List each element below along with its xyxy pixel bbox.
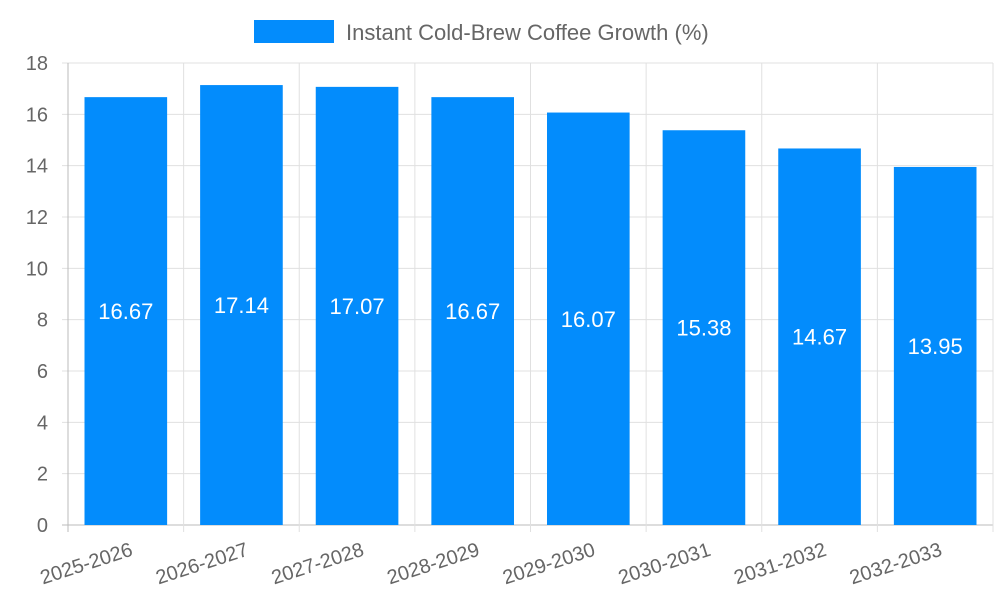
x-tick-label: 2030-2031 bbox=[616, 539, 714, 589]
x-tick-label: 2025-2026 bbox=[38, 539, 136, 589]
bar bbox=[547, 112, 630, 525]
legend[interactable]: Instant Cold-Brew Coffee Growth (%) bbox=[254, 20, 709, 45]
bar bbox=[778, 148, 861, 525]
y-tick-label: 2 bbox=[37, 464, 48, 486]
bar bbox=[893, 166, 977, 525]
x-tick-label: 2028-2029 bbox=[384, 539, 482, 589]
y-tick-label: 8 bbox=[37, 310, 48, 332]
data-label: 17.07 bbox=[330, 294, 385, 319]
x-axis: 2025-2026 2026-2027 2027-2028 2028-2029 2029… bbox=[38, 539, 945, 589]
bar bbox=[431, 97, 514, 526]
legend-label: Instant Cold-Brew Coffee Growth (%) bbox=[346, 20, 709, 45]
data-label: 14.67 bbox=[792, 325, 847, 350]
y-tick-label: 6 bbox=[37, 361, 48, 383]
y-tick-label: 10 bbox=[26, 258, 48, 280]
y-tick-label: 18 bbox=[26, 53, 48, 75]
data-label: 16.07 bbox=[561, 307, 616, 332]
x-tick-label: 2032-2033 bbox=[847, 539, 945, 589]
x-tick-label: 2029-2030 bbox=[500, 539, 598, 589]
legend-swatch bbox=[254, 20, 334, 43]
bars: 16.67 17.14 17.07 16.67 16.07 15.38 14.67 13.95 bbox=[84, 85, 977, 526]
x-tick-label: 2026-2027 bbox=[153, 539, 251, 589]
y-tick-label: 16 bbox=[26, 104, 48, 126]
bar bbox=[200, 85, 283, 525]
data-label: 16.67 bbox=[445, 299, 500, 324]
y-tick-label: 4 bbox=[37, 412, 48, 434]
bar bbox=[84, 97, 168, 526]
y-tick-label: 12 bbox=[26, 207, 48, 229]
bar bbox=[315, 86, 399, 526]
y-tick-label: 14 bbox=[26, 156, 48, 178]
x-tick-label: 2031-2032 bbox=[731, 539, 829, 589]
data-label: 17.14 bbox=[214, 293, 269, 318]
bar bbox=[662, 130, 746, 525]
y-tick-label: 0 bbox=[37, 515, 48, 537]
y-axis: 0 2 4 6 8 10 12 14 16 18 bbox=[26, 53, 48, 537]
x-tick-label: 2027-2028 bbox=[269, 539, 367, 589]
data-label: 13.95 bbox=[908, 334, 963, 359]
data-label: 16.67 bbox=[98, 299, 153, 324]
data-label: 15.38 bbox=[676, 316, 731, 341]
